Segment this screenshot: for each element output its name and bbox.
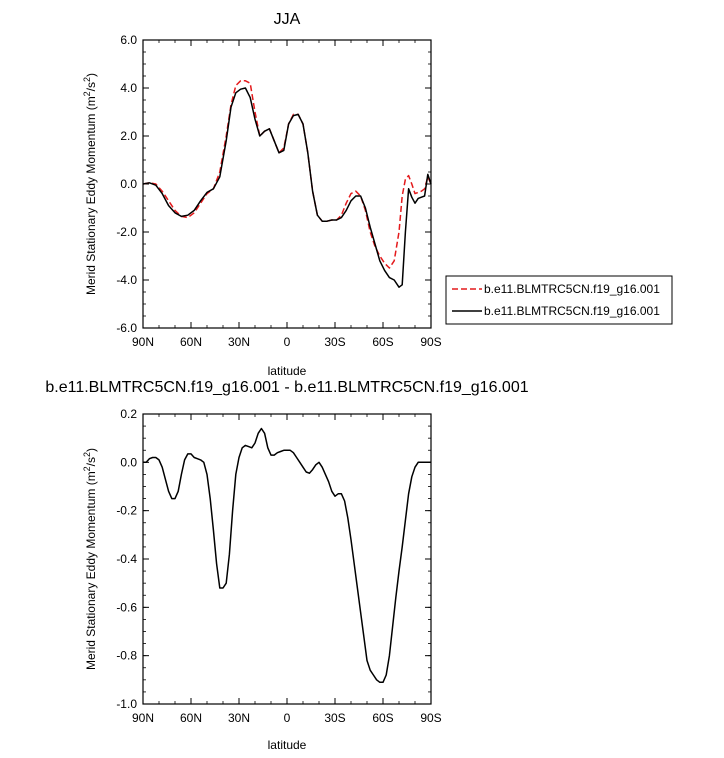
x-tick-label: 30N [228, 711, 250, 725]
top-y-axis-label-sup2: 2 [82, 77, 92, 82]
top-series-lines [142, 80, 432, 288]
y-tick-label: 4.0 [120, 81, 137, 95]
top-y-axis-label-main: Merid Stationary Eddy Momentum (m [84, 96, 98, 295]
x-tick-label: 0 [284, 711, 291, 725]
x-tick-label: 60S [372, 335, 393, 349]
x-tick-label: 30S [324, 335, 345, 349]
x-tick-label: 90N [132, 335, 154, 349]
y-tick-label: -2.0 [116, 225, 137, 239]
legend-label-1: b.e11.BLMTRC5CN.f19_g16.001 [484, 304, 660, 318]
top-axes: 90N 60N 30N 0 30S 60S 90S -6.0 -4.0 -2.0 0.0 2.0 4.0… [116, 33, 441, 349]
y-tick-label: -4.0 [116, 273, 137, 287]
series-line-solid-black [142, 87, 432, 288]
top-y-axis-label-mid: /s [84, 82, 98, 91]
y-tick-label: 2.0 [120, 129, 137, 143]
bottom-y-axis-label: Merid Stationary Eddy Momentum (m2/s2) [82, 448, 98, 670]
legend-box [445, 275, 673, 325]
top-y-axis-label-end: ) [84, 73, 98, 77]
bottom-panel: b.e11.BLMTRC5CN.f19_g16.001 - b.e11.BLMT… [45, 379, 528, 752]
bottom-y-axis-label-end: ) [84, 448, 98, 452]
y-tick-label: -0.4 [116, 552, 137, 566]
bottom-y-axis-label-sup: 2 [82, 466, 92, 471]
top-x-axis-label: latitude [268, 364, 307, 378]
y-tick-label: -0.8 [116, 649, 137, 663]
top-y-axis-label: Merid Stationary Eddy Momentum (m2/s2) [82, 73, 98, 295]
legend-label-0: b.e11.BLMTRC5CN.f19_g16.001 [484, 282, 660, 296]
bottom-x-axis-label: latitude [268, 738, 307, 752]
bottom-y-axis-label-mid: /s [84, 457, 98, 466]
bottom-axes: 90N 60N 30N 0 30S 60S 90S -1.0 -0.8 -0.6 -0.4 -0.2 0… [116, 407, 441, 725]
y-tick-label: 6.0 [120, 33, 137, 47]
top-plot-frame [142, 39, 432, 329]
bottom-plot-frame [142, 413, 432, 705]
y-tick-label: 0.0 [120, 455, 137, 469]
bottom-y-axis-label-sup2: 2 [82, 452, 92, 457]
top-panel: JJA 90N 60N 30N 0 30S 60S 90S -6.0 -4.0 -2.0 0.0 2.… [82, 11, 673, 378]
y-tick-label: -1.0 [116, 697, 137, 711]
legend: b.e11.BLMTRC5CN.f19_g16.001 b.e11.BLMTRC… [445, 275, 673, 325]
x-tick-label: 30N [228, 335, 250, 349]
x-tick-label: 90N [132, 711, 154, 725]
y-tick-label: -0.6 [116, 600, 137, 614]
x-tick-label: 90S [420, 335, 441, 349]
bottom-y-axis-label-main: Merid Stationary Eddy Momentum (m [84, 471, 98, 670]
top-y-axis-label-sup: 2 [82, 91, 92, 96]
x-tick-label: 60N [180, 711, 202, 725]
y-tick-label: 0.2 [120, 407, 137, 421]
y-tick-label: 0.0 [120, 177, 137, 191]
x-tick-label: 0 [284, 335, 291, 349]
top-chart-title: JJA [274, 11, 301, 28]
x-tick-label: 60S [372, 711, 393, 725]
y-tick-label: -0.2 [116, 504, 137, 518]
series-line-dashed-red [142, 80, 432, 269]
x-tick-label: 90S [420, 711, 441, 725]
y-tick-label: -6.0 [116, 321, 137, 335]
x-tick-label: 60N [180, 335, 202, 349]
series-line-solid-black [143, 427, 431, 684]
bottom-series-lines [143, 427, 431, 684]
x-tick-label: 30S [324, 711, 345, 725]
bottom-chart-title: b.e11.BLMTRC5CN.f19_g16.001 - b.e11.BLMT… [45, 379, 528, 396]
